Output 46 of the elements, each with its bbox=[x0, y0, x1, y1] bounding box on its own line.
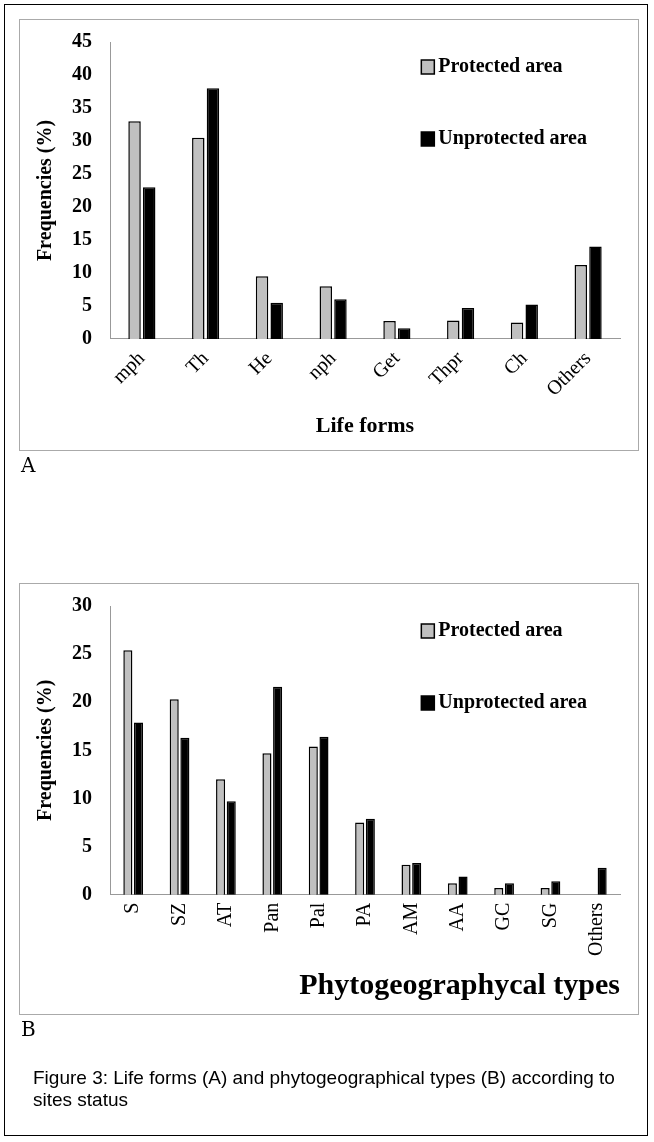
x-tick-label: S bbox=[120, 902, 143, 914]
y-tick-label: 25 bbox=[72, 161, 92, 184]
x-tick-label: Ch bbox=[498, 346, 531, 379]
y-tick-label: 15 bbox=[72, 737, 92, 760]
caption: Figure 3: Life forms (A) and phytogeographical types (B) according to sites status bbox=[33, 1067, 616, 1111]
y-axis-title: Frequencies (%) bbox=[33, 679, 57, 821]
x-tick-label: nph bbox=[302, 346, 341, 384]
y-axis-title: Frequencies (%) bbox=[33, 119, 57, 262]
y-tick-label: 0 bbox=[82, 881, 92, 904]
y-tick-label: 40 bbox=[72, 62, 92, 85]
y-tick-label: 0 bbox=[82, 326, 92, 349]
x-tick-label: Thpr bbox=[424, 346, 469, 391]
y-tick-label: 30 bbox=[72, 128, 92, 151]
legend-label: Unprotected area bbox=[438, 126, 587, 150]
legend-label: Unprotected area bbox=[438, 690, 587, 714]
text: B bbox=[21, 1017, 36, 1041]
y-tick-label: 35 bbox=[72, 95, 92, 118]
x-tick-label: AM bbox=[398, 902, 421, 935]
y-tick-label: 25 bbox=[72, 641, 92, 664]
x-axis-title: Life forms bbox=[315, 412, 415, 438]
text: A bbox=[21, 453, 36, 477]
x-tick-label: Pal bbox=[305, 902, 328, 929]
y-tick-label: 20 bbox=[72, 689, 92, 712]
y-tick-label: 30 bbox=[72, 593, 92, 616]
y-tick-label: 5 bbox=[82, 293, 92, 316]
y-tick-label: 5 bbox=[82, 833, 92, 856]
x-tick-label: Get bbox=[367, 346, 404, 383]
y-tick-label: 20 bbox=[72, 194, 92, 217]
x-tick-label: SZ bbox=[166, 902, 189, 927]
x-tick-label: PA bbox=[352, 902, 375, 927]
x-tick-label: AA bbox=[444, 902, 467, 932]
x-tick-label: He bbox=[243, 346, 276, 379]
y-tick-label: 10 bbox=[72, 260, 92, 283]
x-tick-label: Pan bbox=[259, 902, 282, 933]
x-tick-label: SG bbox=[537, 902, 560, 929]
x-tick-label: AT bbox=[213, 902, 236, 928]
x-tick-label: Th bbox=[180, 346, 213, 378]
x-tick-label: GC bbox=[491, 902, 514, 931]
x-axis-title: Phytogeographycal types bbox=[299, 966, 620, 1000]
x-tick-label: mph bbox=[107, 346, 150, 388]
x-tick-label: Others bbox=[584, 902, 607, 957]
y-tick-label: 10 bbox=[72, 785, 92, 808]
y-tick-label: 15 bbox=[72, 227, 92, 250]
legend-label: Protected area bbox=[438, 54, 563, 77]
legend-label: Protected area bbox=[438, 618, 563, 641]
y-tick-label: 45 bbox=[72, 29, 92, 52]
